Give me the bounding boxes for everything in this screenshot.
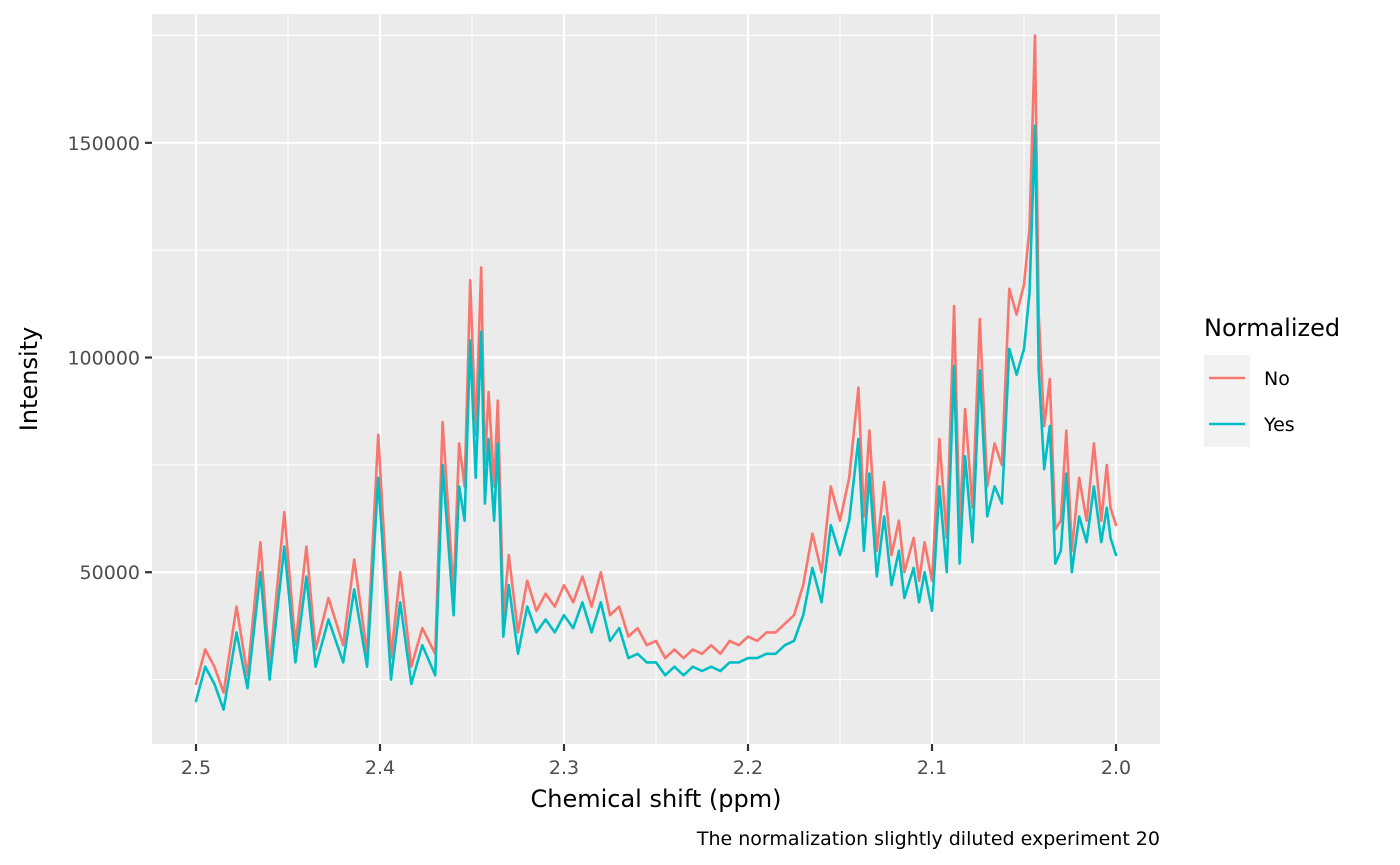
x-tick-label: 2.4 <box>365 757 395 779</box>
x-tick-label: 2.5 <box>181 757 211 779</box>
caption: The normalization slightly diluted exper… <box>696 828 1160 850</box>
x-axis-title: Chemical shift (ppm) <box>530 785 781 813</box>
grid-lines <box>152 14 1160 744</box>
legend-title: Normalized <box>1204 314 1340 342</box>
y-tick-label: 50000 <box>80 562 140 584</box>
series-line-no <box>194 34 1118 694</box>
x-tick-label: 2.2 <box>733 757 763 779</box>
legend: Normalized No Yes <box>1204 314 1340 447</box>
series-line-yes <box>194 124 1118 711</box>
y-tick-label: 100000 <box>67 348 140 370</box>
x-tick-label: 2.0 <box>1101 757 1131 779</box>
x-tick-label: 2.3 <box>549 757 579 779</box>
x-tick-label: 2.1 <box>917 757 947 779</box>
legend-label-yes: Yes <box>1263 414 1295 436</box>
axes: 2.5 2.4 2.3 2.2 2.1 2.0 50000 100000 150000 <box>67 133 1131 779</box>
y-tick-label: 150000 <box>67 133 140 155</box>
y-axis-title: Intensity <box>15 327 43 431</box>
legend-label-no: No <box>1264 368 1290 390</box>
series-lines <box>194 34 1118 711</box>
